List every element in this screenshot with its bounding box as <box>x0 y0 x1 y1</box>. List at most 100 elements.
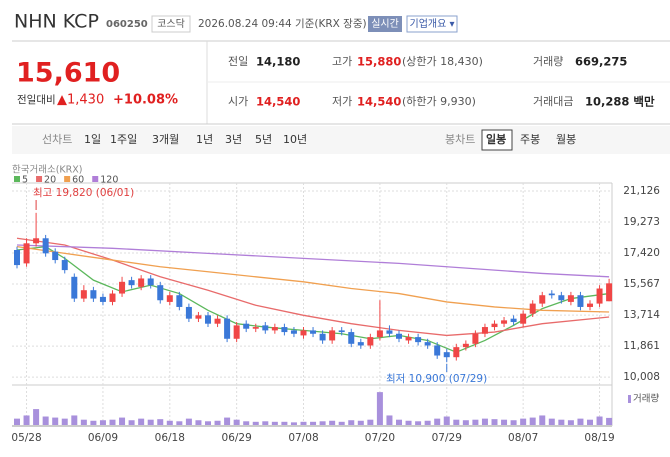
volume-bar <box>138 418 145 425</box>
candle-body <box>166 295 173 302</box>
tab[interactable]: 5년 <box>255 133 272 146</box>
volume-bar <box>271 421 278 425</box>
volume-bar <box>52 417 59 425</box>
tab[interactable]: 일봉 <box>486 132 506 146</box>
tab[interactable]: 3년 <box>225 133 242 146</box>
x-tick-label: 07/08 <box>288 432 318 444</box>
candle-body <box>290 330 297 334</box>
volume-bar <box>80 419 87 425</box>
candle-body <box>233 325 240 339</box>
y-tick-label: 21,126 <box>623 185 660 197</box>
volume-bar <box>33 409 40 425</box>
x-tick-label: 08/07 <box>508 432 538 444</box>
tab[interactable]: 1년 <box>196 133 213 146</box>
tab[interactable]: 선차트 <box>42 133 72 146</box>
x-tick-label: 06/09 <box>88 432 118 444</box>
volume-bar <box>567 420 574 425</box>
stat-label: 고가 <box>332 55 352 68</box>
volume-bar <box>157 419 164 425</box>
candle-body <box>128 280 135 286</box>
volume-bar <box>348 420 355 425</box>
x-tick-label: 05/28 <box>11 432 41 444</box>
tab[interactable]: 3개월 <box>152 133 179 146</box>
stat-value: 14,180 <box>256 55 300 69</box>
candle-body <box>271 327 278 331</box>
candle-body <box>462 343 469 348</box>
tab[interactable]: 주봉 <box>520 133 540 146</box>
stat-value: 669,275 <box>575 55 627 69</box>
volume-bar <box>405 420 412 425</box>
volume-bar <box>329 420 336 425</box>
x-tick-label: 06/29 <box>222 432 252 444</box>
candle-body <box>529 303 536 314</box>
volume-bar <box>262 421 269 425</box>
x-tick-label: 07/29 <box>432 432 462 444</box>
volume-bar <box>491 419 498 425</box>
candle-body <box>205 315 211 324</box>
tab[interactable]: 월봉 <box>556 133 576 146</box>
legend-label: 5 <box>22 175 28 186</box>
legend-label: 60 <box>72 175 84 186</box>
source: 한국거래소(KRX) <box>12 165 82 176</box>
candle-body <box>119 281 126 294</box>
volume-bar <box>577 418 584 425</box>
tab-active[interactable] <box>481 129 513 151</box>
legend-swatch <box>92 176 99 182</box>
candle-body <box>558 295 565 301</box>
overview-button[interactable] <box>406 15 458 33</box>
candle-body <box>357 342 364 346</box>
volume-bar <box>453 419 460 425</box>
candle-body <box>224 318 231 339</box>
candle-body <box>157 285 164 301</box>
tab-bar <box>12 126 670 154</box>
tab[interactable]: 10년 <box>283 133 307 146</box>
volume-bar <box>14 418 20 425</box>
candle-body <box>185 306 192 319</box>
candle-body <box>539 295 546 304</box>
change: ▲1,430 <box>57 93 104 108</box>
candle-body <box>386 330 393 334</box>
candle-body <box>472 333 479 344</box>
candle-body <box>606 283 613 302</box>
candle-body <box>33 238 40 244</box>
candle-body <box>61 260 68 271</box>
candle-body <box>310 330 317 334</box>
volume-bar <box>424 420 431 425</box>
candle-body <box>415 337 422 343</box>
volume-bar <box>596 416 603 425</box>
stat-value: 15,880 <box>357 55 401 69</box>
volume-bar <box>376 392 383 425</box>
volume-bar <box>501 419 508 425</box>
candle-body <box>99 296 106 302</box>
volume-bar <box>61 418 68 425</box>
stat-label: 거래량 <box>533 55 563 68</box>
volume-bar <box>252 421 259 425</box>
candle-body <box>491 323 498 328</box>
realtime[interactable]: 실시간 <box>371 18 399 30</box>
candle-body <box>329 330 336 341</box>
volume-bar <box>42 416 49 425</box>
volume-bar <box>367 419 374 425</box>
stat-note: (하한가 9,930) <box>402 94 476 108</box>
volume-bar <box>166 420 173 425</box>
candle-body <box>481 327 488 334</box>
candle-body <box>587 303 593 307</box>
volume-bar <box>128 420 135 425</box>
volume-bar <box>357 420 364 425</box>
candle-body <box>501 320 508 324</box>
tab[interactable]: 1일 <box>84 132 101 146</box>
ma-line <box>16 246 610 313</box>
candle-body <box>319 333 326 341</box>
candle-body <box>443 352 450 358</box>
legend-label: 120 <box>100 175 118 186</box>
tab[interactable]: 1주일 <box>110 132 137 146</box>
candle-body <box>434 345 441 356</box>
tab[interactable]: 봉차트 <box>445 133 475 146</box>
y-tick-label: 15,567 <box>623 278 660 290</box>
candle-body <box>453 347 460 358</box>
volume-bar <box>520 418 527 425</box>
realtime-badge[interactable] <box>368 16 402 32</box>
candle-body <box>109 293 116 302</box>
candle-body <box>138 278 145 287</box>
overview[interactable]: 기업개요 ▾ <box>410 17 455 30</box>
